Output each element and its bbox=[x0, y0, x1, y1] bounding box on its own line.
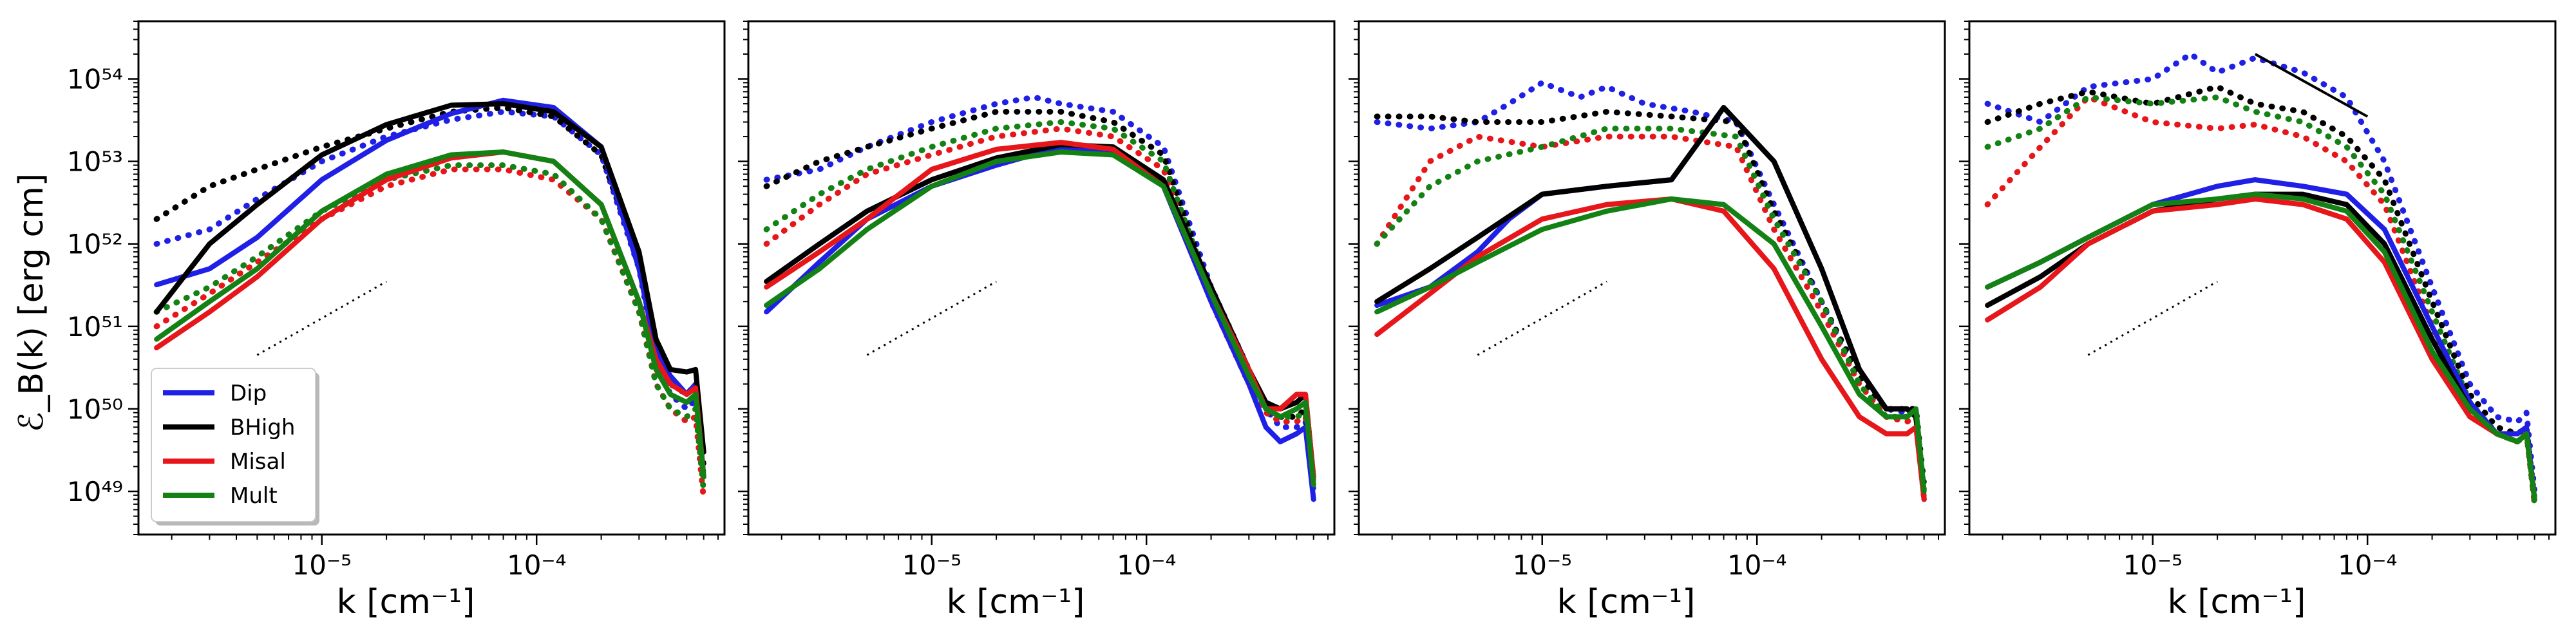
legend: Dip BHigh Misal Mult bbox=[151, 368, 319, 526]
panel-2: 10⁻⁵ 10⁻⁴ k [cm⁻¹] bbox=[738, 20, 1336, 621]
panel-frame bbox=[747, 20, 1336, 536]
series-lines bbox=[153, 97, 707, 502]
series-lines bbox=[763, 94, 1317, 502]
x-tick-label: 10⁻⁵ bbox=[902, 549, 961, 581]
x-tick-label: 10⁻⁵ bbox=[292, 549, 352, 581]
series-line-bhigh-solid bbox=[154, 101, 706, 455]
series-lines bbox=[1374, 79, 1927, 502]
series-line-misal-dotted bbox=[1374, 133, 1927, 502]
x-tick-label: 10⁻⁴ bbox=[507, 549, 566, 581]
reference-slope-line bbox=[866, 280, 997, 356]
series-line-mult-dotted bbox=[1984, 94, 2538, 507]
series-line-mult-solid bbox=[1374, 196, 1927, 494]
panel-frame bbox=[1358, 20, 1946, 536]
y-axis-label: ℰ_B(k) [erg cm] bbox=[12, 173, 51, 432]
legend-label-misal: Misal bbox=[230, 449, 286, 475]
y-tick-label: 10⁵² bbox=[67, 229, 123, 260]
series-line-bhigh-dotted bbox=[1984, 84, 2538, 502]
series-line-mult-dotted bbox=[153, 162, 707, 495]
x-axis-label: k [cm⁻¹] bbox=[1557, 583, 1696, 621]
series-line-dip-dotted bbox=[1984, 51, 2538, 495]
series-line-misal-dotted bbox=[763, 126, 1317, 495]
x-tick-label: 10⁻⁵ bbox=[1513, 549, 1572, 581]
series-line-mult-solid bbox=[154, 149, 706, 480]
legend-label-dip: Dip bbox=[230, 381, 267, 406]
reference-slope-line bbox=[256, 280, 387, 356]
legend-box bbox=[151, 368, 316, 522]
series-line-bhigh-dotted bbox=[763, 109, 1317, 488]
series-line-bhigh-solid bbox=[1374, 105, 1927, 502]
series-line-dip-solid bbox=[764, 144, 1316, 502]
series-line-misal-solid bbox=[1985, 196, 2537, 502]
panels-layer: 10⁻⁵ 10⁻⁴ 10⁴⁹ 10⁵⁰ 10⁵¹ 10⁵² 10⁵³ 10⁵⁴ k [cm⁻¹]… bbox=[67, 20, 2557, 621]
panel-frame bbox=[1968, 20, 2557, 536]
series-line-mult-solid bbox=[1985, 191, 2537, 502]
x-tick-label: 10⁻⁴ bbox=[2338, 549, 2397, 581]
panel-3: 10⁻⁵ 10⁻⁴ k [cm⁻¹] bbox=[1349, 20, 1946, 621]
y-tick-label: 10⁵⁰ bbox=[67, 393, 123, 425]
y-tick-label: 10⁵¹ bbox=[67, 311, 123, 343]
series-line-mult-solid bbox=[764, 149, 1316, 488]
legend-label-mult: Mult bbox=[230, 483, 278, 509]
panel-frame bbox=[137, 20, 726, 536]
series-lines bbox=[1984, 51, 2538, 507]
x-tick-label: 10⁻⁴ bbox=[1117, 549, 1176, 581]
panel-1: 10⁻⁵ 10⁻⁴ 10⁴⁹ 10⁵⁰ 10⁵¹ 10⁵² 10⁵³ 10⁵⁴ k [cm⁻¹]… bbox=[67, 20, 726, 621]
x-tick-label: 10⁻⁵ bbox=[2123, 549, 2183, 581]
x-axis-label: k [cm⁻¹] bbox=[337, 583, 475, 621]
series-line-mult-dotted bbox=[763, 119, 1317, 495]
y-tick-label: 10⁵⁴ bbox=[67, 64, 123, 95]
series-line-misal-solid bbox=[764, 140, 1316, 480]
series-line-bhigh-solid bbox=[764, 142, 1316, 480]
y-tick-label: 10⁴⁹ bbox=[67, 476, 123, 507]
series-line-misal-solid bbox=[1374, 196, 1927, 502]
series-line-misal-dotted bbox=[1984, 94, 2538, 507]
reference-slope-line bbox=[1477, 280, 1607, 356]
series-line-bhigh-dotted bbox=[1374, 109, 1927, 488]
x-tick-label: 10⁻⁴ bbox=[1727, 549, 1786, 581]
x-axis-label: k [cm⁻¹] bbox=[947, 583, 1085, 621]
panel-4: 10⁻⁵ 10⁻⁴ k [cm⁻¹] bbox=[1959, 20, 2557, 621]
y-tick-label: 10⁵³ bbox=[67, 146, 123, 178]
series-line-dip-solid bbox=[1985, 177, 2537, 502]
reference-slope-line bbox=[2254, 53, 2369, 118]
x-axis-label: k [cm⁻¹] bbox=[2168, 583, 2306, 621]
series-line-dip-solid bbox=[1374, 105, 1927, 502]
reference-slope-line bbox=[2087, 280, 2218, 356]
legend-label-bhigh: BHigh bbox=[230, 415, 295, 440]
series-line-dip-dotted bbox=[763, 94, 1317, 495]
